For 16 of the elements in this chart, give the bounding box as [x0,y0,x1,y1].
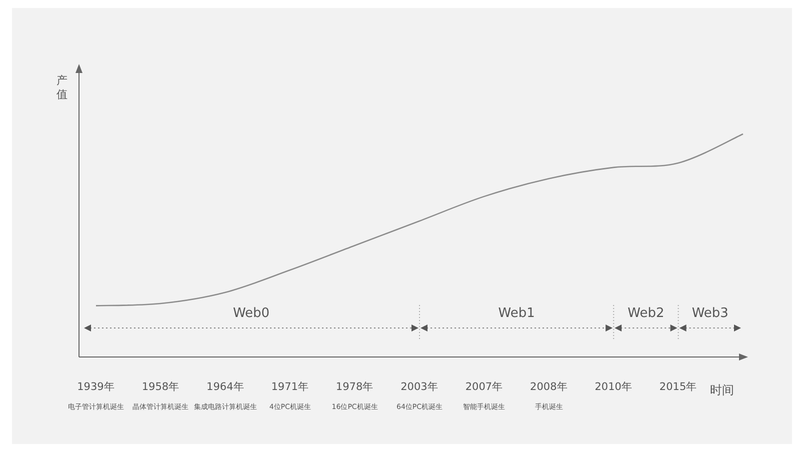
x-tick-label: 1978年 [336,381,374,393]
x-tick-label: 1958年 [142,381,180,393]
y-axis-title: 产值 [56,74,68,101]
x-axis-title: 时间 [710,383,734,397]
annotation: Web2 [628,306,664,321]
annotation: Web3 [692,306,728,321]
x-tick-label: 1939年 [77,381,115,393]
annotation: Web1 [498,306,535,321]
x-tick-label: 2003年 [400,381,438,393]
x-tick-label: 2007年 [465,381,504,393]
x-tick-label: 1971年 [271,381,309,393]
x-tick-label: 2015年 [659,381,698,393]
x-tick-label: 2010年 [594,381,632,393]
annotation: Web0 [232,306,270,321]
x-tick-label: 1964年 [206,381,244,393]
x-tick-label: 2008年 [530,381,568,393]
